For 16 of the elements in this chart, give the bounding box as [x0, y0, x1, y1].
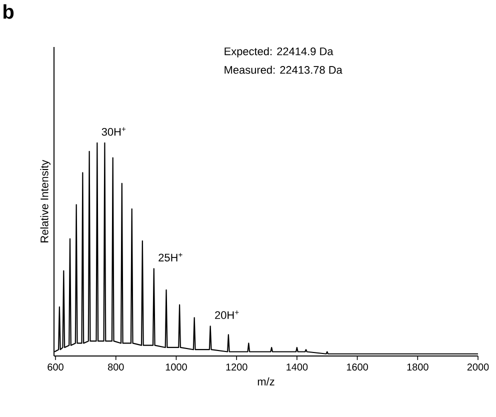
x-tick-label: 1800	[407, 364, 428, 371]
x-axis-title: m/z	[258, 377, 274, 386]
annotation: 30H$^{+}$	[102, 127, 126, 136]
x-tick-label: 1600	[346, 364, 368, 371]
annotation: 20H$^{+}$	[215, 310, 239, 319]
text: Expected: 22414.9 Da	[224, 47, 334, 58]
chart-title: b	[4, 4, 14, 19]
x-tick-label: 2000	[467, 364, 489, 371]
y-axis-title: Relative Intensity	[40, 160, 50, 242]
annotation: 25H$^{+}$	[158, 252, 182, 262]
x-tick-label: 600	[48, 364, 64, 371]
x-tick-label: 1400	[286, 364, 308, 371]
x-tick-label: 1000	[166, 364, 187, 371]
x-tick-label: 800	[108, 364, 124, 371]
text: Measured: 22413.78 Da	[224, 66, 342, 74]
x-tick-label: 1200	[226, 364, 248, 371]
